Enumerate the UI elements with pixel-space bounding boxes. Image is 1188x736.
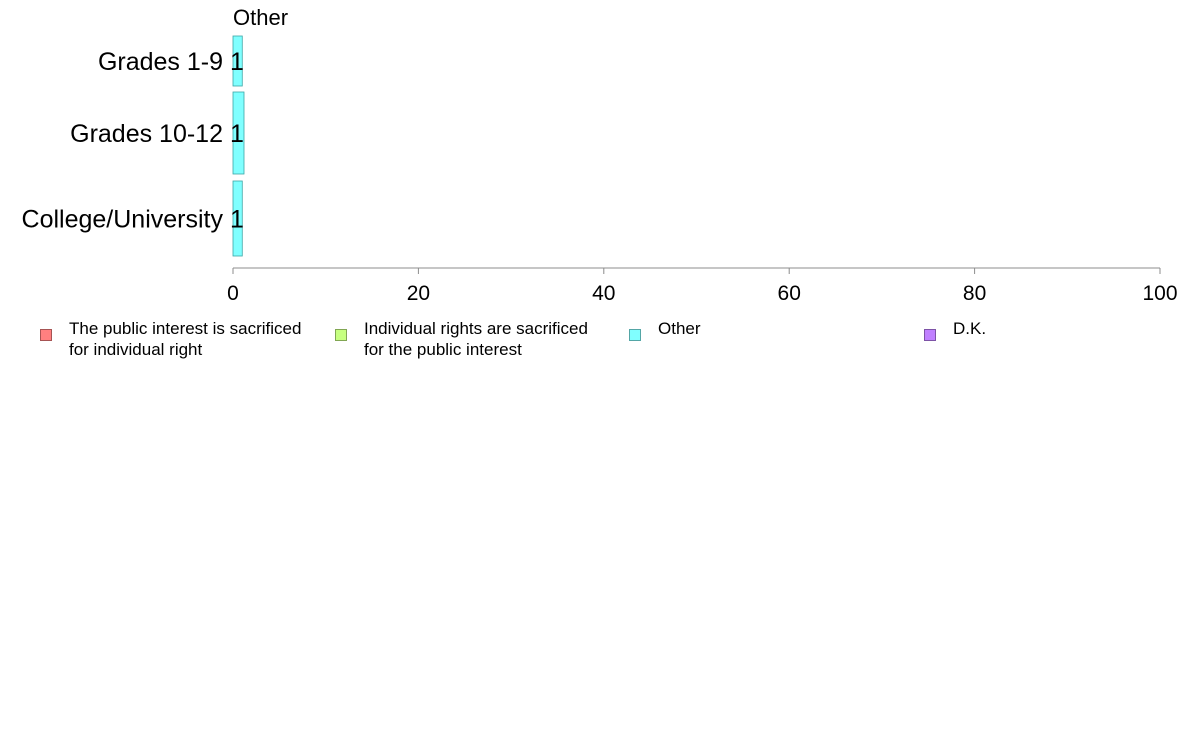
x-tick-label: 100 (1142, 282, 1177, 305)
legend-swatch (629, 329, 641, 341)
bar (232, 35, 243, 87)
legend-label: The public interest is sacrificed for in… (69, 319, 302, 359)
x-tick-label: 80 (963, 282, 986, 305)
legend-label: Other (658, 319, 701, 338)
bar-value-label: 1 (230, 206, 244, 234)
x-tick-label: 40 (592, 282, 615, 305)
legend-item: Individual rights are sacrificed for the… (335, 318, 588, 360)
bar-value-label: 1 (230, 120, 244, 148)
legend-label: Individual rights are sacrificed for the… (364, 319, 588, 359)
legend-swatch (335, 329, 347, 341)
x-axis: 0 20 40 60 80 100 (227, 267, 1178, 305)
legend: The public interest is sacrificed for in… (40, 318, 1188, 362)
x-tick-label: 60 (778, 282, 801, 305)
bar (232, 180, 243, 257)
legend-item: D.K. (924, 318, 986, 341)
legend-item: The public interest is sacrificed for in… (40, 318, 301, 360)
legend-item: Other (629, 318, 701, 341)
legend-swatch (924, 329, 936, 341)
bar-value-label: 1 (230, 48, 244, 76)
legend-swatch (40, 329, 52, 341)
x-tick-label: 20 (407, 282, 430, 305)
panel-title: Other (233, 5, 288, 30)
category-label: College/University (22, 206, 224, 234)
bar (232, 91, 245, 175)
x-tick-label: 0 (227, 282, 239, 305)
legend-label: D.K. (953, 319, 987, 338)
category-label: Grades 10-12 (70, 120, 223, 148)
category-label: Grades 1-9 (98, 48, 223, 76)
